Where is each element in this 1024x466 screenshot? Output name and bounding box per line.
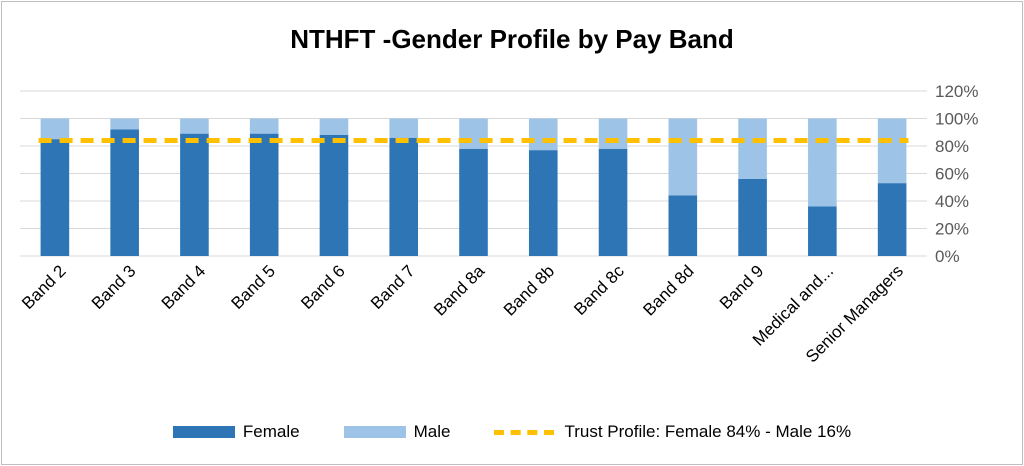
bar-female: [180, 133, 209, 256]
legend: Female Male Trust Profile: Female 84% - …: [2, 422, 1022, 442]
y-tick-label: 0%: [935, 247, 960, 266]
bar-male: [459, 118, 488, 149]
bar-male: [110, 118, 139, 130]
x-category-label: Band 9: [716, 261, 768, 313]
bar-female: [528, 150, 558, 256]
bar-female: [738, 179, 767, 256]
bar-female: [668, 195, 698, 256]
legend-item-male: Male: [343, 422, 451, 442]
x-category-label: Band 4: [158, 261, 210, 313]
bar-male: [808, 118, 837, 207]
legend-swatch-trust-profile: [494, 429, 555, 435]
x-category-label: Band 8c: [570, 261, 628, 319]
bar-female: [877, 183, 907, 256]
bars: [40, 118, 907, 256]
bar-male: [180, 118, 209, 134]
legend-label-male: Male: [413, 422, 451, 441]
bar-female: [598, 148, 628, 256]
x-axis-categories: Band 2 Band 3 Band 4 Band 5 Band 6 Band 7 Band…: [18, 261, 907, 366]
bar-male: [389, 118, 419, 138]
bar-female: [459, 148, 488, 256]
bar-male: [40, 118, 70, 140]
bar-female: [110, 129, 139, 256]
chart-plot: 0% 20% 40% 60% 80% 100% 120% Band 2 Band 3 Band …: [18, 82, 978, 366]
y-tick-label: 40%: [935, 192, 969, 211]
x-category-label: Band 8d: [639, 261, 697, 319]
bar-female: [389, 137, 419, 256]
x-category-label: Band 3: [88, 261, 140, 313]
y-tick-label: 20%: [935, 220, 969, 239]
x-category-label: Band 6: [297, 261, 349, 313]
bar-male: [598, 118, 628, 149]
bar-male: [668, 118, 698, 196]
x-category-label: Band 2: [18, 261, 70, 313]
bar-male: [528, 118, 558, 151]
y-axis-ticks: 0% 20% 40% 60% 80% 100% 120%: [935, 82, 978, 266]
bar-female: [319, 135, 349, 256]
y-tick-label: 120%: [935, 82, 978, 101]
x-category-label: Band 8a: [430, 261, 489, 320]
bar-male: [877, 118, 907, 184]
legend-label-trust-profile: Trust Profile: Female 84% - Male 16%: [564, 422, 852, 441]
legend-label-female: Female: [242, 422, 300, 441]
x-category-label: Band 8b: [500, 261, 558, 319]
legend-swatch-female: [172, 426, 235, 438]
y-tick-label: 80%: [935, 137, 969, 156]
y-tick-label: 100%: [935, 110, 978, 129]
bar-male: [249, 118, 279, 134]
x-category-label: Band 5: [227, 261, 279, 313]
legend-item-trust-profile: Trust Profile: Female 84% - Male 16%: [494, 422, 851, 442]
bar-female: [40, 139, 70, 256]
legend-swatch-male: [343, 426, 406, 438]
x-category-label: Band 7: [367, 261, 419, 313]
legend-item-female: Female: [172, 422, 300, 442]
chart-title: NTHFT -Gender Profile by Pay Band: [290, 24, 734, 54]
y-tick-label: 60%: [935, 165, 969, 184]
bar-female: [808, 206, 837, 256]
bar-female: [249, 133, 279, 256]
bar-male: [738, 118, 767, 179]
bar-male: [319, 118, 349, 135]
